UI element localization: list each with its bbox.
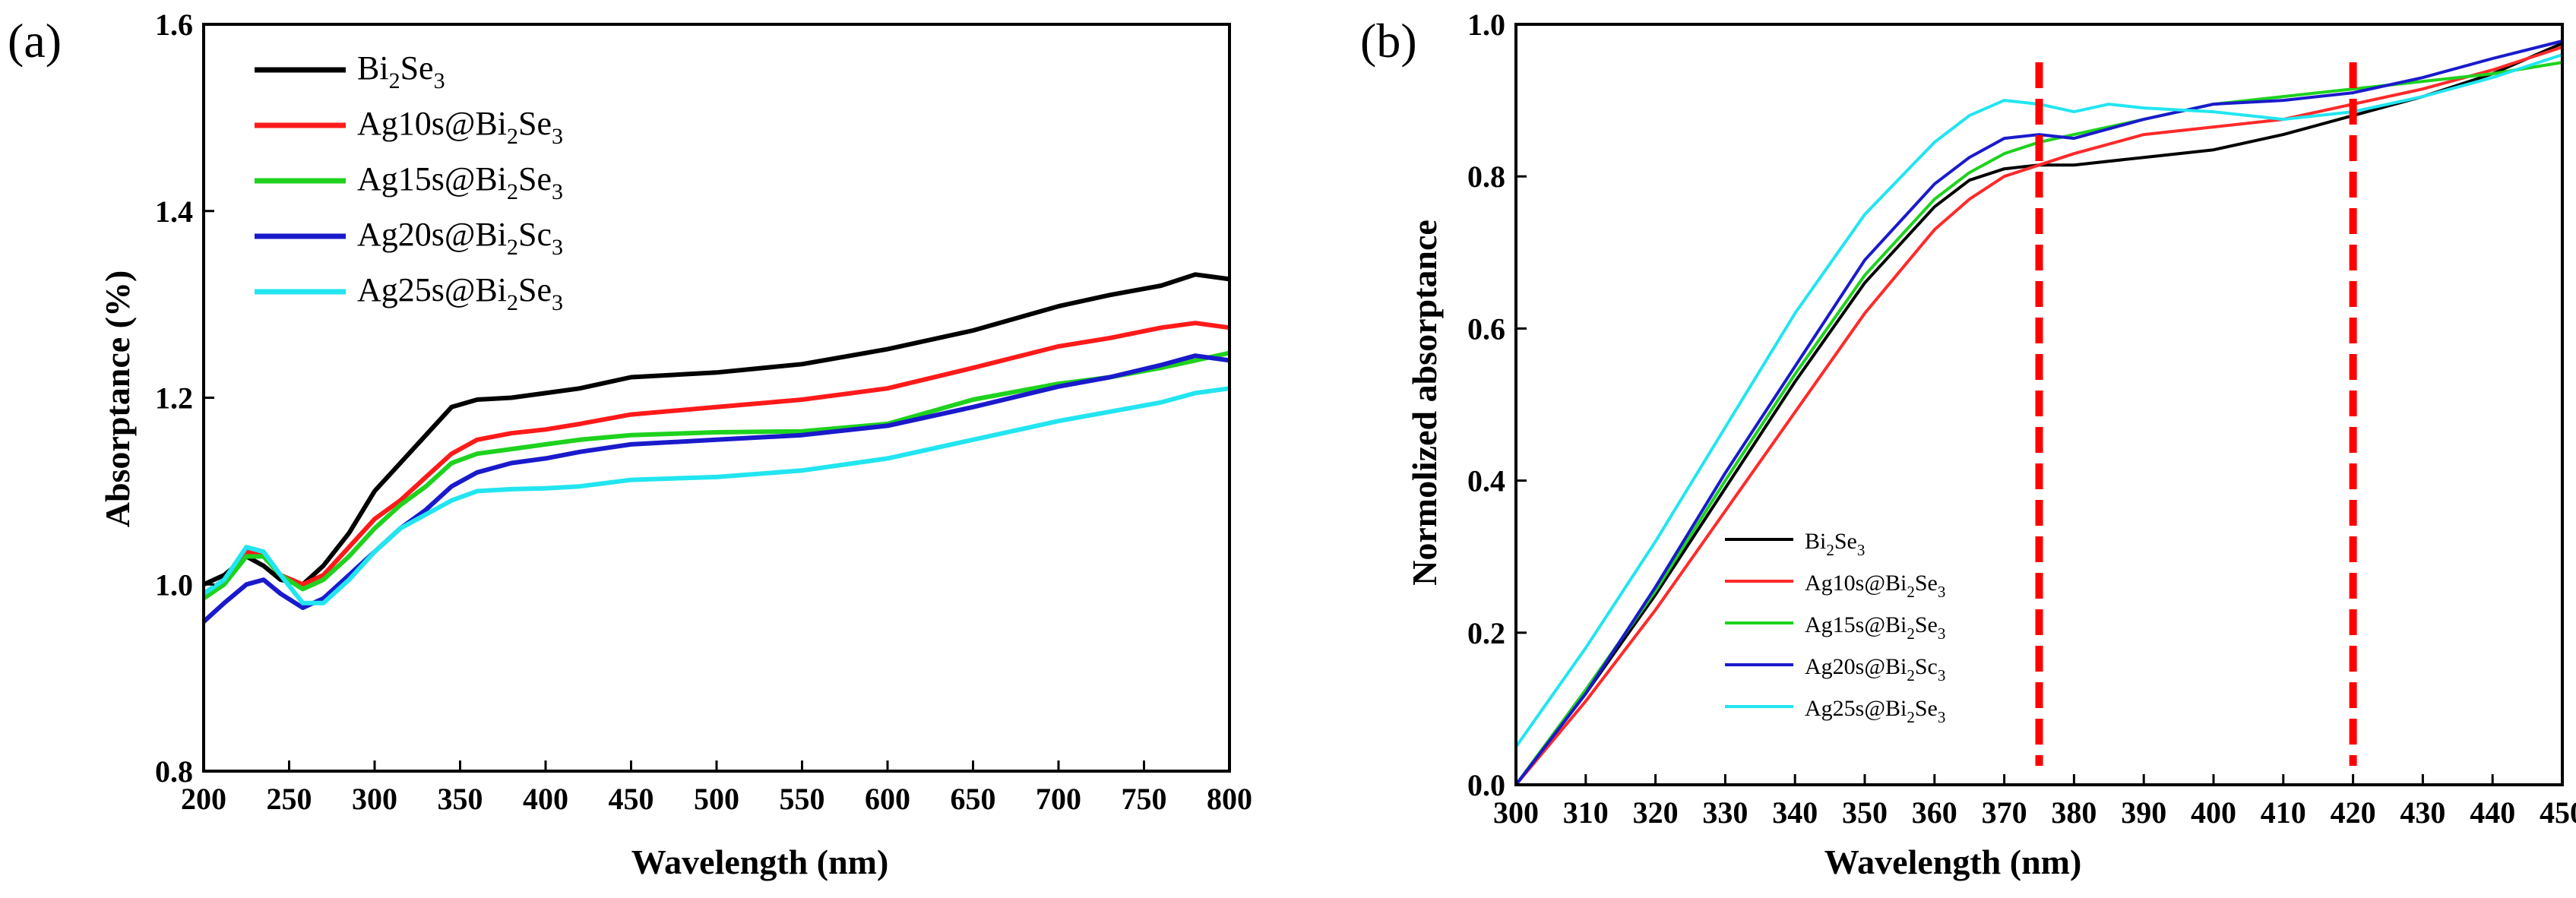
panel-a-x-tick-label: 200 <box>181 782 226 816</box>
panel-b-x-tick-label: 380 <box>2051 795 2097 830</box>
panel-b-chart: (b) 300 310 320 330 340 350 360 370 380 390 400 410… <box>1360 8 2576 881</box>
panel-a-x-axis-title: Wavelength (nm) <box>631 843 889 881</box>
panel-b-x-tick-label: 360 <box>1912 795 1957 830</box>
panel-b-x-tick-label: 310 <box>1563 795 1609 830</box>
panel-b-ticks: 300 310 320 330 340 350 360 370 380 390 400 410 420 4… <box>1467 8 2576 830</box>
panel-a-frame <box>202 23 1231 773</box>
panel-a-y-tick-label: 1.0 <box>155 568 193 602</box>
panel-a-x-tick-label: 400 <box>523 782 568 816</box>
panel-a-x-tick-label: 600 <box>865 782 910 816</box>
panel-b-plot-area <box>1514 40 2563 786</box>
panel-b-label: (b) <box>1360 14 1417 68</box>
panel-b-frame <box>1514 23 2564 786</box>
panel-b-y-tick-label: 1.0 <box>1467 8 1505 42</box>
panel-b-series-line-1 <box>1514 42 2563 786</box>
panel-b-legend-label-2: Ag10s@Bi2Se3 <box>1805 571 1945 601</box>
panel-b-y-tick-label: 0.6 <box>1467 311 1505 346</box>
panel-a-y-tick-label: 1.2 <box>155 381 193 416</box>
panel-b-series-line-3 <box>1514 61 2563 786</box>
panel-b-y-axis-title: Normolized absorptance <box>1405 220 1444 586</box>
panel-a-legend-label-4: Ag20s@Bi2Sc3 <box>357 216 563 260</box>
panel-b-x-axis-title: Wavelength (nm) <box>1824 843 2082 881</box>
panel-b-y-tick-label: 0.0 <box>1467 768 1505 802</box>
panel-a-y-tick-label: 0.8 <box>155 754 193 789</box>
panel-b-series-line-2 <box>1514 46 2563 786</box>
panel-a-x-tick-label: 650 <box>951 782 996 816</box>
panel-a-plot-area <box>201 272 1230 624</box>
panel-b-legend: Bi2Se3 Ag10s@Bi2Se3 Ag15s@Bi2Se3 Ag20s@Bi2S… <box>1725 529 1945 726</box>
panel-b-legend-label-3: Ag15s@Bi2Se3 <box>1805 612 1945 643</box>
panel-a-ticks: 200 250 300 350 400 450 500 550 600 650 700 750 800 0… <box>155 8 1252 816</box>
panel-a-x-tick-label: 450 <box>609 782 654 816</box>
panel-b-legend-label-4: Ag20s@Bi2Sc3 <box>1805 654 1945 685</box>
panel-b-series-line-4 <box>1514 40 2563 786</box>
panel-b-x-tick-label: 400 <box>2191 795 2236 830</box>
panel-b-x-tick-label: 430 <box>2400 795 2445 830</box>
panel-a-y-tick-label: 1.6 <box>155 8 193 42</box>
panel-b-x-tick-label: 330 <box>1702 795 1748 830</box>
panel-a-x-tick-label: 750 <box>1122 782 1167 816</box>
panel-a-x-tick-label: 550 <box>780 782 825 816</box>
panel-a-series-line-2 <box>202 321 1230 596</box>
panel-b-x-tick-label: 300 <box>1493 795 1539 830</box>
panel-b-x-tick-label: 450 <box>2540 795 2576 830</box>
panel-a-x-tick-label: 500 <box>694 782 739 816</box>
panel-b-legend-label-1: Bi2Se3 <box>1805 529 1865 559</box>
panel-a-legend-label-3: Ag15s@Bi2Se3 <box>357 160 563 204</box>
panel-a-label: (a) <box>8 14 62 68</box>
panel-a-x-tick-label: 250 <box>267 782 312 816</box>
panel-a-legend-label-1: Bi2Se3 <box>357 49 445 93</box>
panel-b-x-tick-label: 320 <box>1633 795 1679 830</box>
panel-a-legend: Bi2Se3 Ag10s@Bi2Se3 Ag15s@Bi2Se3 Ag20s@Bi2S… <box>255 49 563 315</box>
panel-a-y-axis-title: Absorptance (%) <box>98 270 137 528</box>
panel-a-chart: (a) 200 250 300 350 400 450 500 550 600 650 700 750… <box>8 8 1252 881</box>
panel-a-x-tick-label: 350 <box>438 782 483 816</box>
panel-b-y-tick-label: 0.2 <box>1467 616 1505 650</box>
panel-b-x-tick-label: 370 <box>1982 795 2027 830</box>
panel-b-legend-label-5: Ag25s@Bi2Se3 <box>1805 696 1945 726</box>
panel-a-series-line-4 <box>201 353 1230 624</box>
panel-b-x-tick-label: 350 <box>1842 795 1888 830</box>
panel-a-x-tick-label: 800 <box>1207 782 1252 816</box>
panel-b-x-tick-label: 420 <box>2331 795 2376 830</box>
panel-b-x-tick-label: 410 <box>2261 795 2306 830</box>
panel-a-x-tick-label: 700 <box>1036 782 1081 816</box>
panel-a-series-line-5 <box>202 386 1230 606</box>
panel-b-x-tick-label: 340 <box>1772 795 1818 830</box>
panel-a-legend-label-2: Ag10s@Bi2Se3 <box>357 105 563 149</box>
panel-a-legend-label-5: Ag25s@Bi2Se3 <box>357 271 563 315</box>
panel-b-x-tick-label: 440 <box>2470 795 2515 830</box>
panel-a-y-tick-label: 1.4 <box>155 194 193 229</box>
panel-b-x-tick-label: 390 <box>2121 795 2166 830</box>
panel-a-x-tick-label: 300 <box>352 782 397 816</box>
panel-b-y-tick-label: 0.8 <box>1467 160 1505 194</box>
panel-b-y-tick-label: 0.4 <box>1467 464 1505 498</box>
